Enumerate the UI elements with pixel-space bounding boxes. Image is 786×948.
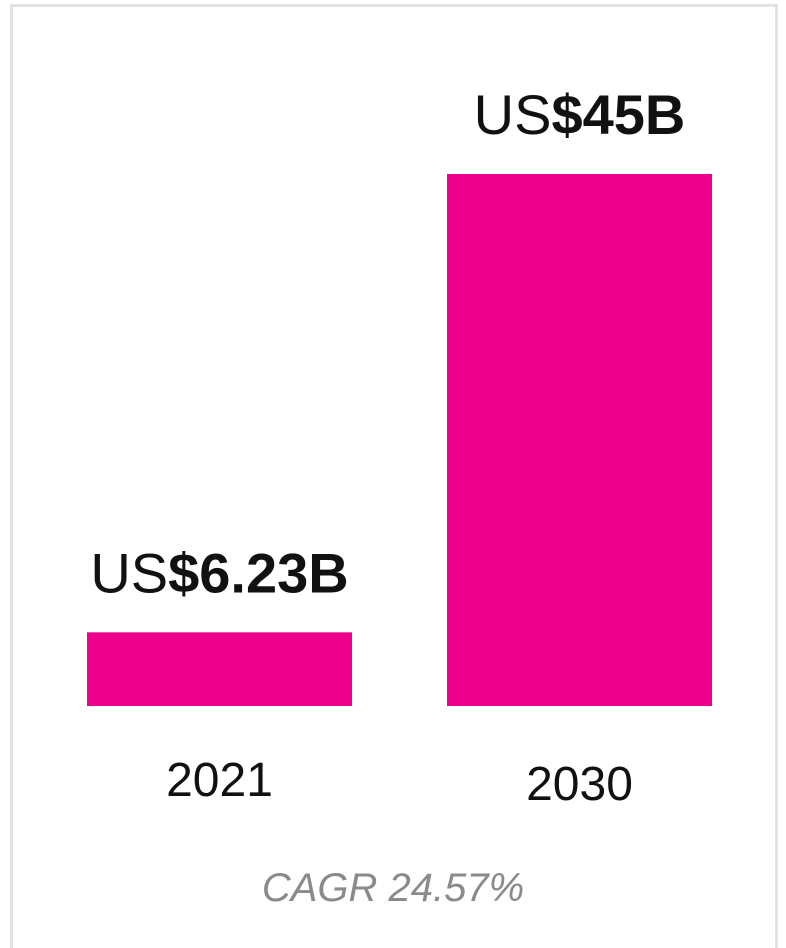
- bar-2021: [87, 632, 352, 706]
- value-label-2021: US$6.23B: [90, 541, 348, 604]
- value-label-2030: US$45B: [474, 83, 686, 146]
- cagr-footnote: CAGR 24.57%: [0, 866, 786, 911]
- bar-2030: [447, 174, 712, 706]
- category-label-2021: 2021: [166, 754, 273, 807]
- category-label-2030: 2030: [526, 758, 633, 811]
